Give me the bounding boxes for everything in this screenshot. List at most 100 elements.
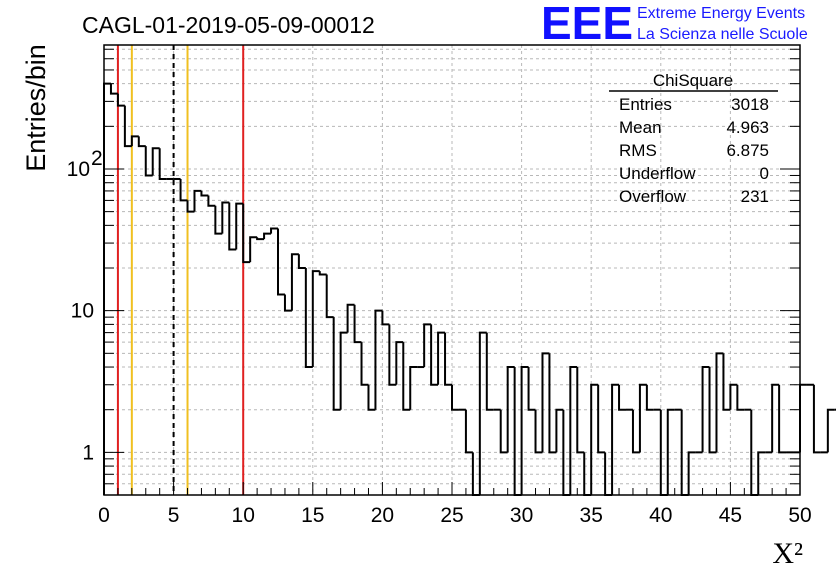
histogram-bin xyxy=(318,271,327,276)
x-tick-label: 50 xyxy=(788,504,811,527)
histogram-bin xyxy=(290,253,299,311)
logo-letters: EEE xyxy=(541,0,633,49)
histogram-bin xyxy=(729,383,738,410)
histogram-bin xyxy=(144,146,153,177)
histogram-bin xyxy=(339,331,348,410)
histogram-bin xyxy=(757,451,766,495)
x-tick-label: 25 xyxy=(440,504,463,527)
histogram-bin xyxy=(249,236,258,263)
histogram-bin xyxy=(130,135,139,147)
histogram-bin xyxy=(381,310,390,326)
x-axis-title: Χ² xyxy=(772,537,803,570)
stats-value-mean: 4.963 xyxy=(726,118,769,137)
histogram-bin xyxy=(715,352,724,453)
stats-label-underflow: Underflow xyxy=(619,164,696,183)
histogram-bin xyxy=(263,232,272,240)
x-tick-label: 35 xyxy=(580,504,603,527)
histogram-bin xyxy=(221,201,230,234)
histogram-bin xyxy=(402,342,411,411)
histogram-bin xyxy=(151,147,160,176)
histogram-bin xyxy=(346,303,355,333)
histogram-bin xyxy=(451,384,459,411)
stats-title: ChiSquare xyxy=(653,71,733,90)
histogram-bin xyxy=(388,324,397,386)
histogram-bin xyxy=(513,367,522,496)
histogram-bin xyxy=(332,317,341,411)
histogram-bin xyxy=(123,105,132,148)
histogram-bin xyxy=(478,331,487,495)
histogram-bin xyxy=(430,324,439,386)
histogram-bin xyxy=(506,366,515,453)
marker-lines xyxy=(116,45,245,495)
histogram-bin xyxy=(367,384,376,411)
histogram-bin xyxy=(687,451,696,495)
histogram-bin xyxy=(200,190,209,197)
histogram-bin xyxy=(618,384,626,411)
histogram-bin xyxy=(109,83,118,95)
histogram-bin xyxy=(555,408,564,453)
grid-layer xyxy=(104,45,800,496)
y-axis-title: Entries/bin xyxy=(21,44,51,172)
histogram-bin xyxy=(541,352,550,453)
histogram-bin xyxy=(297,254,306,270)
histogram-bin xyxy=(736,384,745,411)
histogram-bin xyxy=(638,383,647,453)
histogram-bin xyxy=(103,82,111,495)
x-tick-label: 15 xyxy=(301,504,324,527)
stats-label-entries: Entries xyxy=(619,95,672,114)
histogram-bin xyxy=(485,332,494,411)
histogram-bin xyxy=(270,227,278,234)
histogram-bin xyxy=(771,383,780,453)
histogram-bin xyxy=(360,342,369,386)
chart-title: CAGL-01-2019-05-09-00012 xyxy=(82,12,375,38)
histogram-bin xyxy=(520,366,529,495)
histogram-bin xyxy=(228,202,237,251)
stats-value-rms: 6.875 xyxy=(726,141,769,160)
x-tick-label: 30 xyxy=(510,504,533,527)
histogram-bin xyxy=(708,367,717,454)
histogram-bin xyxy=(799,383,807,453)
histogram-bin xyxy=(527,367,536,411)
histogram-bin xyxy=(666,408,675,495)
histogram-bin xyxy=(645,384,654,411)
stats-value-entries: 3018 xyxy=(731,95,769,114)
histogram-bin xyxy=(611,383,620,495)
histogram-bin xyxy=(207,195,216,207)
histogram-bin xyxy=(374,309,383,410)
histogram-bin xyxy=(311,270,320,368)
histogram-bin xyxy=(444,332,452,386)
x-tick-label: 20 xyxy=(371,504,394,527)
y-tick-label: 10 xyxy=(67,158,90,181)
histogram-bin xyxy=(437,331,446,385)
stats-value-underflow: 0 xyxy=(760,164,769,183)
x-tick-label: 45 xyxy=(719,504,742,527)
histogram-bin xyxy=(499,409,508,454)
histogram-bin xyxy=(409,366,418,410)
histogram-bin xyxy=(423,323,432,368)
histogram-bin xyxy=(277,228,285,296)
histogram-bin xyxy=(576,367,585,454)
histogram-bin xyxy=(158,148,167,180)
histogram-bin xyxy=(778,384,787,454)
histogram-bin xyxy=(214,205,223,235)
histogram-bin xyxy=(826,408,835,453)
histogram-bin xyxy=(353,304,362,344)
logo-line-2: La Scienza nelle Scuole xyxy=(637,26,808,43)
histogram-bin xyxy=(722,353,731,411)
histogram-bin xyxy=(137,136,146,148)
histogram-bin xyxy=(534,409,543,454)
histogram-bin xyxy=(812,384,821,454)
histogram-bin xyxy=(242,203,251,264)
histogram-bin xyxy=(631,409,640,454)
x-tick-label: 40 xyxy=(649,504,672,527)
stats-value-overflow: 231 xyxy=(741,187,769,206)
histogram-bin xyxy=(395,341,404,385)
y-tick-exponent: 2 xyxy=(91,147,103,170)
histogram-bin xyxy=(283,294,292,312)
stats-label-mean: Mean xyxy=(619,118,662,137)
histogram-bin xyxy=(548,353,557,454)
axis-ticks xyxy=(103,48,801,496)
stats-box: ChiSquare Entries 3018 Mean 4.963 RMS 6.… xyxy=(609,71,778,206)
